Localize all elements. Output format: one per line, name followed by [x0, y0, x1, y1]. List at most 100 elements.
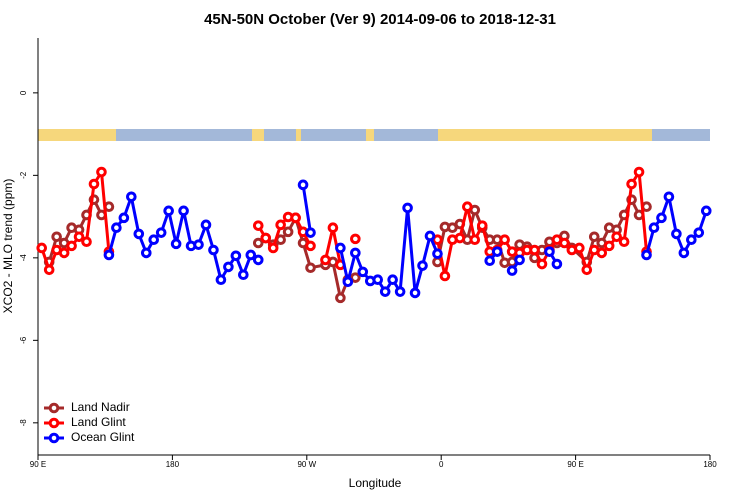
point — [611, 231, 622, 243]
point — [73, 231, 85, 243]
point — [693, 227, 705, 238]
point — [357, 266, 369, 278]
point — [252, 237, 264, 249]
land-band — [252, 129, 264, 141]
point — [215, 274, 227, 286]
legend-marker — [48, 417, 60, 429]
point — [529, 244, 540, 256]
point — [454, 232, 466, 244]
point — [58, 247, 70, 259]
point — [656, 212, 667, 224]
x-tick-label: 0 — [439, 460, 444, 469]
point — [208, 244, 219, 256]
y-tick-label: -4 — [19, 254, 28, 262]
point — [103, 249, 115, 261]
point — [491, 246, 503, 257]
point — [506, 265, 518, 276]
point — [335, 292, 346, 304]
point — [432, 248, 443, 260]
point — [588, 231, 600, 243]
point — [409, 287, 421, 299]
point — [193, 239, 204, 250]
point — [170, 238, 182, 250]
chart-title: 45N-50N October (Ver 9) 2014-09-06 to 20… — [204, 11, 556, 28]
point — [111, 222, 122, 234]
land-band — [296, 129, 301, 141]
point — [394, 286, 406, 297]
point — [282, 226, 294, 238]
point — [252, 220, 264, 231]
series — [103, 179, 712, 299]
point — [633, 166, 645, 178]
point — [238, 269, 249, 281]
point — [439, 270, 451, 282]
point — [462, 201, 473, 212]
point — [499, 234, 510, 245]
point — [140, 247, 152, 259]
legend-marker — [48, 432, 60, 444]
point — [514, 254, 525, 266]
point — [133, 228, 145, 240]
point — [424, 230, 436, 242]
point — [603, 240, 615, 252]
point — [648, 222, 660, 234]
point — [641, 249, 652, 261]
point — [267, 242, 279, 254]
point — [335, 242, 346, 254]
y-tick-label: 0 — [19, 90, 28, 95]
y-tick-label: -8 — [19, 419, 28, 427]
x-tick-label: 90 E — [567, 460, 583, 469]
point — [163, 205, 174, 217]
y-tick-label: -2 — [19, 171, 28, 179]
land-band — [438, 129, 652, 141]
point — [320, 254, 331, 266]
point — [126, 191, 137, 203]
point — [223, 261, 234, 273]
x-tick-label: 180 — [703, 460, 717, 469]
point — [626, 178, 637, 190]
point — [305, 240, 316, 252]
point — [290, 212, 301, 224]
point — [342, 276, 354, 288]
point — [51, 231, 62, 243]
legend-label: Ocean Glint — [71, 430, 135, 444]
point — [484, 255, 496, 267]
point — [200, 219, 212, 231]
point — [379, 286, 391, 297]
point — [155, 227, 167, 238]
point — [387, 274, 398, 286]
x-tick-label: 180 — [166, 460, 180, 469]
point — [305, 262, 316, 274]
point — [581, 264, 593, 276]
point — [417, 260, 428, 271]
legend-marker — [48, 402, 60, 414]
point — [372, 274, 384, 286]
point — [96, 166, 107, 178]
point — [618, 236, 630, 248]
point — [297, 179, 309, 191]
point — [245, 249, 257, 261]
point — [476, 220, 488, 231]
point — [178, 205, 189, 217]
x-tick-label: 90 W — [297, 460, 316, 469]
point — [66, 240, 77, 252]
point — [559, 237, 570, 249]
point — [536, 258, 548, 270]
point — [574, 242, 585, 254]
point — [663, 191, 675, 203]
point — [596, 247, 608, 259]
point — [260, 232, 272, 244]
point — [350, 272, 361, 283]
point — [305, 227, 316, 238]
point — [118, 212, 130, 224]
land-band — [366, 129, 374, 141]
x-tick-label: 90 E — [30, 460, 46, 469]
x-axis-label: Longitude — [349, 476, 402, 490]
point — [43, 264, 55, 276]
point — [252, 254, 264, 266]
land-ocean-strip — [38, 129, 710, 141]
point — [327, 222, 339, 234]
y-tick-label: -6 — [19, 336, 28, 344]
point — [700, 205, 712, 217]
